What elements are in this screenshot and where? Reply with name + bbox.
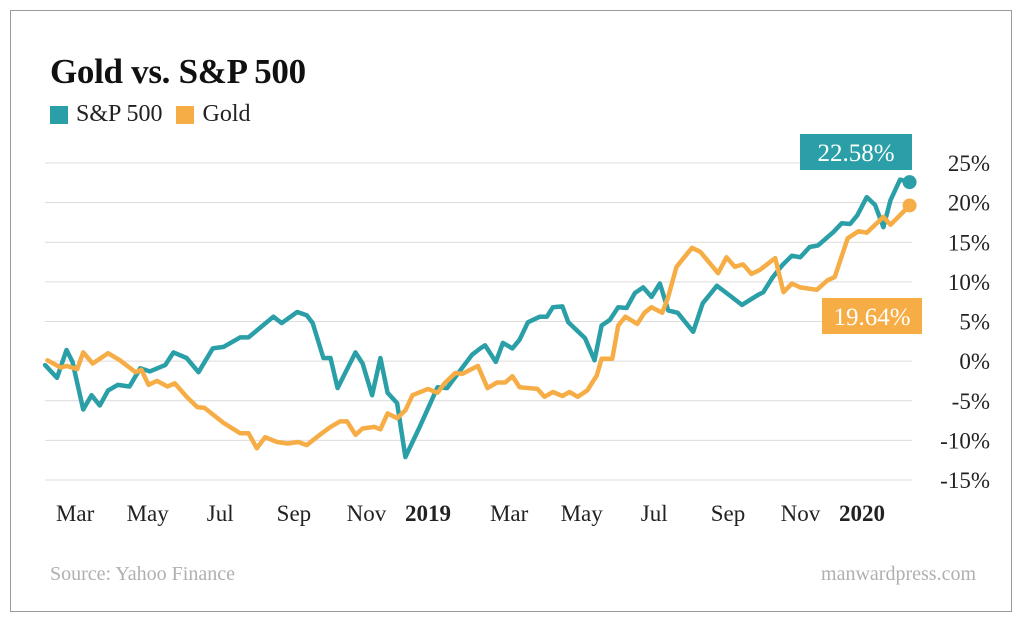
y-tick-label: 25% xyxy=(948,151,990,176)
series-line-s-p-500 xyxy=(42,177,912,460)
y-tick-label: -15% xyxy=(940,468,990,493)
end-label-gold: 19.64% xyxy=(833,304,910,331)
site-credit: manwardpress.com xyxy=(821,563,976,585)
chart-frame xyxy=(10,10,1012,612)
y-tick-label: 20% xyxy=(948,191,990,216)
x-tick-label: Mar xyxy=(490,501,529,526)
legend-item-sp500: S&P 500 xyxy=(50,101,162,128)
legend-label-sp500: S&P 500 xyxy=(76,101,163,127)
y-tick-label: 15% xyxy=(948,230,990,255)
legend-label-gold: Gold xyxy=(202,101,251,127)
series-line-gold xyxy=(45,203,912,451)
end-point-s-p-500 xyxy=(902,175,917,190)
end-point-gold xyxy=(902,198,917,213)
legend-item-gold: Gold xyxy=(176,101,250,128)
end-label-box-gold xyxy=(822,298,922,334)
y-tick-label: -10% xyxy=(940,428,990,453)
source-note: Source: Yahoo Finance xyxy=(50,563,235,585)
x-tick-label: May xyxy=(127,501,170,526)
x-tick-label: 2019 xyxy=(405,501,451,526)
legend: S&P 500 Gold xyxy=(50,101,264,128)
x-tick-label: Sep xyxy=(277,501,312,526)
end-label-s-p-500: 22.58% xyxy=(817,140,894,167)
x-tick-label: Mar xyxy=(56,501,95,526)
x-tick-label: Jul xyxy=(641,501,668,526)
y-tick-label: -5% xyxy=(952,389,990,414)
end-label-box-s-p-500 xyxy=(800,134,912,170)
x-tick-label: 2020 xyxy=(839,501,885,526)
x-tick-label: May xyxy=(561,501,604,526)
y-tick-label: 5% xyxy=(959,310,990,335)
x-tick-label: Nov xyxy=(347,501,387,526)
legend-swatch-sp500 xyxy=(50,105,68,124)
x-tick-label: Nov xyxy=(781,501,821,526)
y-tick-label: 10% xyxy=(948,270,990,295)
legend-swatch-gold xyxy=(176,105,195,124)
chart-title: Gold vs. S&P 500 xyxy=(50,52,306,91)
y-tick-label: 0% xyxy=(959,349,990,374)
x-tick-label: Jul xyxy=(207,501,234,526)
x-tick-label: Sep xyxy=(711,501,746,526)
